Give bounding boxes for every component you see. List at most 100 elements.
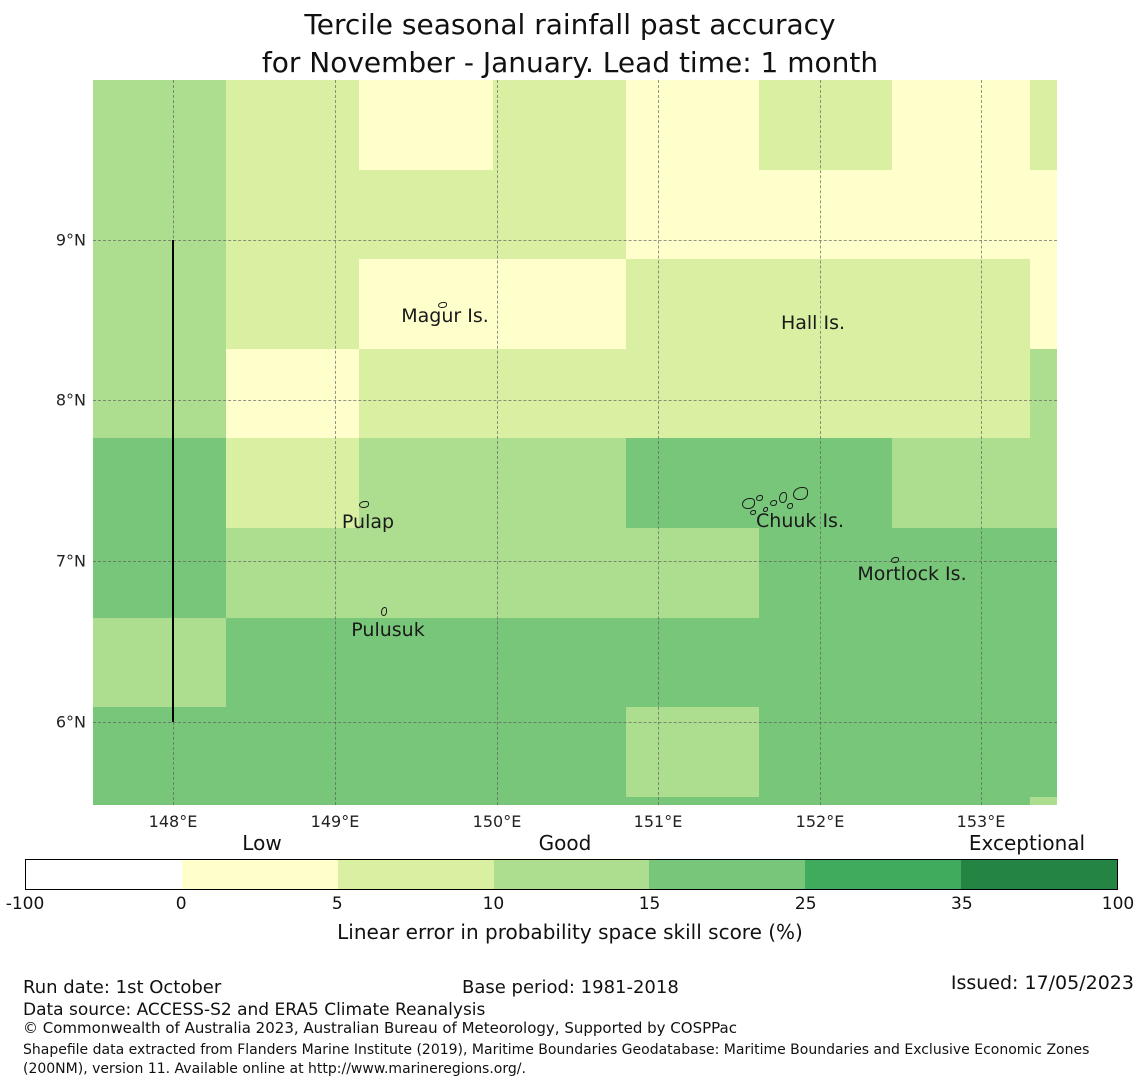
cell-r3-c5 xyxy=(759,349,892,438)
islet-outline-11 xyxy=(750,510,756,515)
colorbar-segment-35-100 xyxy=(961,860,1117,889)
cell-r0-c5 xyxy=(759,80,892,170)
cell-r1-c2 xyxy=(359,170,493,259)
y-tick-7°N: 7°N xyxy=(55,551,86,571)
chart-title-line2: for November - January. Lead time: 1 mon… xyxy=(261,46,879,79)
cell-r4-c6 xyxy=(892,438,1030,528)
cell-r6-c3 xyxy=(493,618,626,707)
cell-r7-c1 xyxy=(226,707,359,797)
cell-r1-c1 xyxy=(226,170,359,259)
cell-r1-c6 xyxy=(892,170,1030,259)
cell-r6-c5 xyxy=(759,618,892,707)
cell-r0-c3 xyxy=(493,80,626,170)
islet-outline-6 xyxy=(756,495,763,501)
gridline-lat-9°N xyxy=(93,240,1057,241)
cell-r2-c4 xyxy=(626,259,759,349)
colorbar-label-good: Good xyxy=(538,831,592,855)
cell-r7-c4 xyxy=(626,707,759,797)
islet-outline-3 xyxy=(891,557,899,563)
cell-r3-c1 xyxy=(226,349,359,438)
colorbar-segment-5-10 xyxy=(337,860,494,889)
cell-r7-c5 xyxy=(759,707,892,797)
cell-r2-c7 xyxy=(1030,259,1057,349)
gridline-lat-7°N xyxy=(93,561,1057,562)
cell-r7-c2 xyxy=(359,707,493,797)
island-label-pulusuk: Pulusuk xyxy=(351,619,425,641)
cell-r8-c6 xyxy=(892,797,1030,805)
x-tick-152°E: 152°E xyxy=(795,812,845,831)
y-tick-6°N: 6°N xyxy=(55,712,86,732)
cell-r3-c3 xyxy=(493,349,626,438)
cell-r4-c1 xyxy=(226,438,359,528)
y-tick-8°N: 8°N xyxy=(55,390,86,410)
cell-r5-c4 xyxy=(626,528,759,618)
copyright-text: © Commonwealth of Australia 2023, Austra… xyxy=(23,1019,737,1037)
cell-r6-c6 xyxy=(892,618,1030,707)
cell-r8-c1 xyxy=(226,797,359,805)
islet-outline-1 xyxy=(359,501,369,508)
chart-title: Tercile seasonal rainfall past accuracy … xyxy=(0,6,1140,82)
colorbar-caption: Linear error in probability space skill … xyxy=(337,920,803,944)
gridline-lat-8°N xyxy=(93,400,1057,401)
y-tick-9°N: 9°N xyxy=(55,230,86,250)
cell-r5-c0 xyxy=(93,528,226,618)
islet-outline-5 xyxy=(742,498,755,509)
cell-r0-c2 xyxy=(359,80,493,170)
island-label-magur-is-: Magur Is. xyxy=(401,305,489,327)
cell-r3-c4 xyxy=(626,349,759,438)
island-label-mortlock-is-: Mortlock Is. xyxy=(857,563,967,585)
cell-r6-c0 xyxy=(93,618,226,707)
gridline-lon-152°E xyxy=(820,80,821,805)
cell-r1-c7 xyxy=(1030,170,1057,259)
cell-r6-c7 xyxy=(1030,618,1057,707)
cell-r4-c4 xyxy=(626,438,759,528)
colorbar-segment-<0 xyxy=(26,860,182,889)
x-tick-150°E: 150°E xyxy=(472,812,522,831)
gridline-lon-151°E xyxy=(658,80,659,805)
islet-outline-7 xyxy=(770,500,777,506)
islet-outline-4 xyxy=(793,487,808,500)
cell-r1-c0 xyxy=(93,170,226,259)
cell-r8-c5 xyxy=(759,797,892,805)
cell-r4-c3 xyxy=(493,438,626,528)
gridline-lon-153°E xyxy=(981,80,982,805)
cell-r2-c3 xyxy=(493,259,626,349)
island-label-hall-is-: Hall Is. xyxy=(780,312,846,334)
cell-r5-c6 xyxy=(892,528,1030,618)
base-period-text: Base period: 1981-2018 xyxy=(462,977,679,998)
cell-r4-c2 xyxy=(359,438,493,528)
islet-outline-2 xyxy=(381,607,387,616)
islet-outline-9 xyxy=(787,503,793,509)
run-date-text: Run date: 1st October xyxy=(23,977,222,998)
cell-r0-c7 xyxy=(1030,80,1057,170)
cell-r5-c1 xyxy=(226,528,359,618)
cell-r4-c0 xyxy=(93,438,226,528)
cell-r3-c6 xyxy=(892,349,1030,438)
colorbar-tick-0: 0 xyxy=(175,894,187,914)
cell-r7-c0 xyxy=(93,707,226,797)
island-label-chuuk-is-: Chuuk Is. xyxy=(756,510,844,532)
cell-r6-c4 xyxy=(626,618,759,707)
x-tick-153°E: 153°E xyxy=(956,812,1006,831)
gridline-lon-150°E xyxy=(497,80,498,805)
cell-r1-c5 xyxy=(759,170,892,259)
cell-r3-c2 xyxy=(359,349,493,438)
cell-r8-c2 xyxy=(359,797,493,805)
colorbar-tick-5: 5 xyxy=(331,894,343,914)
cell-r5-c3 xyxy=(493,528,626,618)
cell-r6-c2 xyxy=(359,618,493,707)
islet-outline-0 xyxy=(438,302,447,308)
cell-r4-c7 xyxy=(1030,438,1057,528)
cell-r8-c4 xyxy=(626,797,759,805)
meridian-line-148e xyxy=(172,240,174,722)
data-source-text: Data source: ACCESS-S2 and ERA5 Climate … xyxy=(23,1000,486,1020)
cell-r3-c7 xyxy=(1030,349,1057,438)
colorbar-segment-0-5 xyxy=(181,860,338,889)
cell-r8-c3 xyxy=(493,797,626,805)
cell-r3-c0 xyxy=(93,349,226,438)
cell-r7-c6 xyxy=(892,707,1030,797)
colorbar-tick-25: 25 xyxy=(794,894,817,914)
colorbar-segment-15-25 xyxy=(649,860,806,889)
gridline-lon-149°E xyxy=(335,80,336,805)
islet-outline-8 xyxy=(779,492,787,503)
